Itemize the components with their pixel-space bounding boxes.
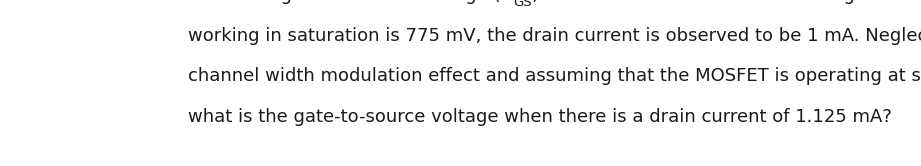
Text: channel width modulation effect and assuming that the MOSFET is operating at sat: channel width modulation effect and assu… <box>188 67 921 85</box>
Text: ) of a MOSFET with threshold voltage of 375 mV,: ) of a MOSFET with threshold voltage of … <box>531 0 921 4</box>
Text: 3.: 3. <box>147 0 165 4</box>
Text: GS: GS <box>513 0 531 9</box>
Text: When the gate-to–source voltage (V: When the gate-to–source voltage (V <box>188 0 513 4</box>
Text: what is the gate-to-source voltage when there is a drain current of 1.125 mA?: what is the gate-to-source voltage when … <box>188 108 892 126</box>
Text: working in saturation is 775 mV, the drain current is observed to be 1 mA. Negle: working in saturation is 775 mV, the dra… <box>188 27 921 45</box>
